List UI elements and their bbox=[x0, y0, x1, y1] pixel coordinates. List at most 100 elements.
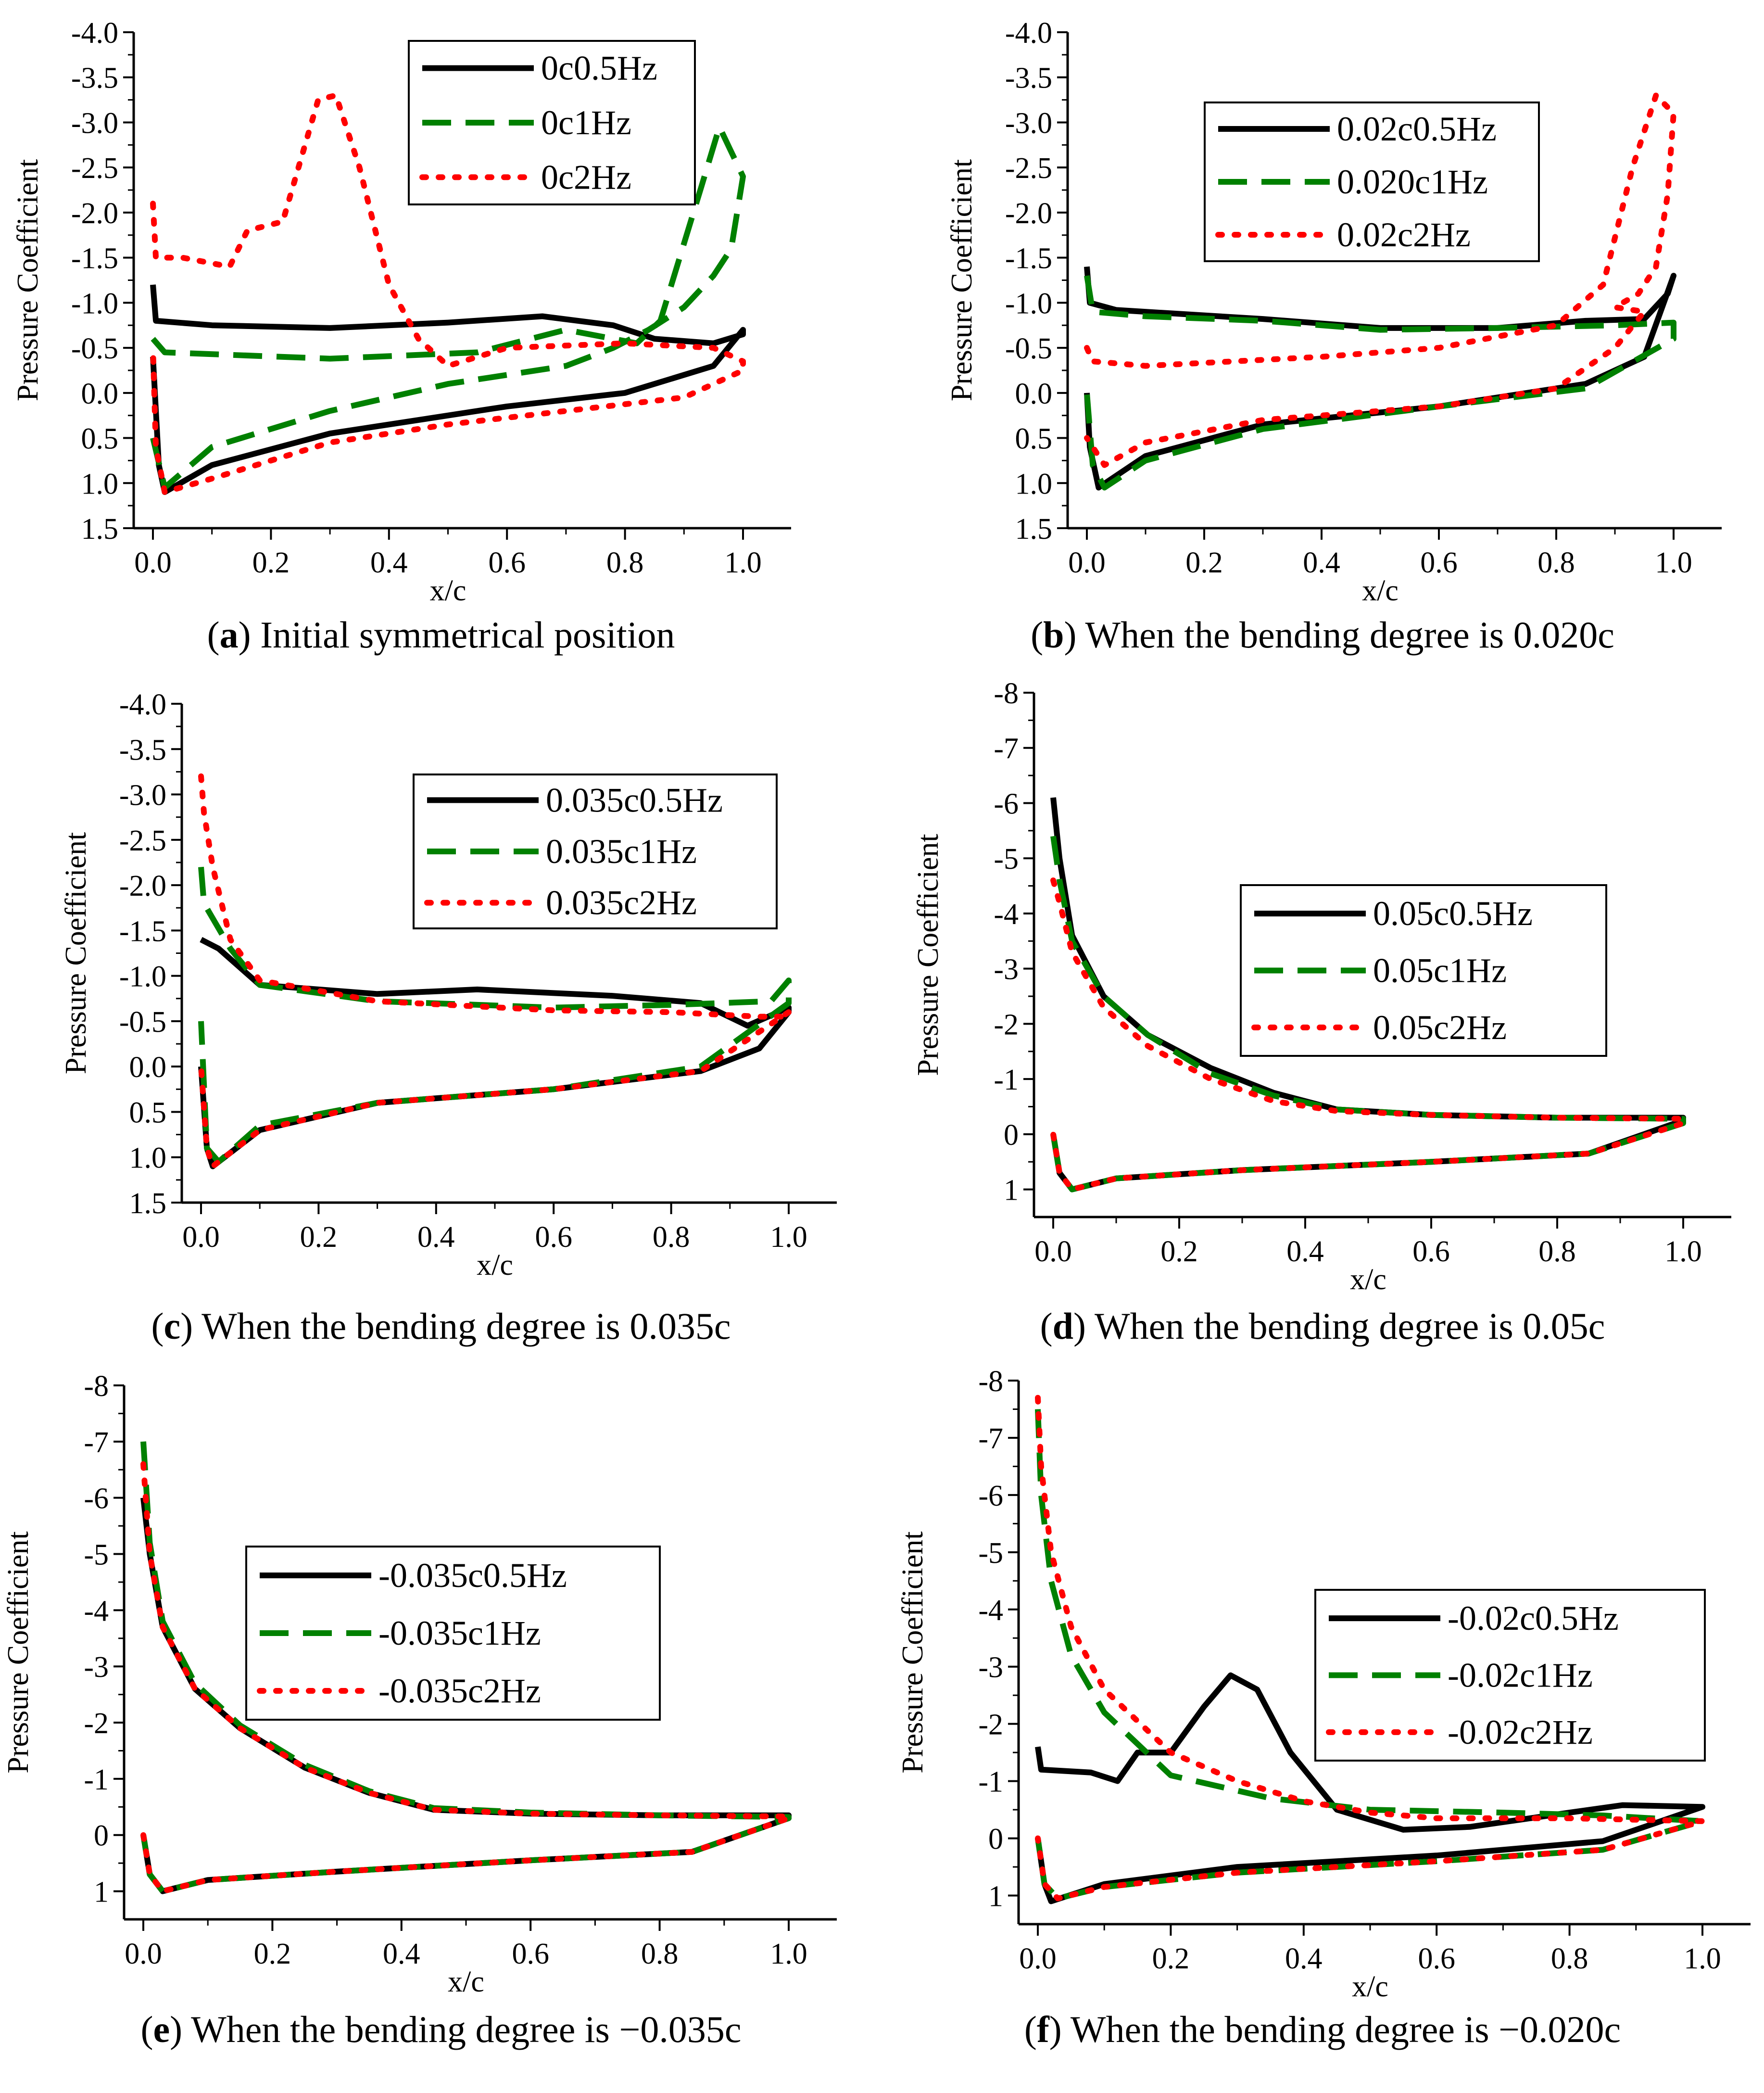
legend-label: 0c2Hz bbox=[541, 158, 631, 196]
legend: 0c0.5Hz 0c1Hz 0c2Hz bbox=[408, 40, 696, 205]
x-tick-label: 1.0 bbox=[770, 1221, 807, 1254]
y-tick-label: 1.0 bbox=[1015, 468, 1053, 500]
x-tick-label: 0.4 bbox=[417, 1221, 455, 1254]
y-tick-label: 0 bbox=[988, 1823, 1003, 1856]
y-tick-label: 1.0 bbox=[81, 468, 119, 500]
y-tick-label: -1.5 bbox=[71, 242, 118, 275]
y-tick-label: -4.0 bbox=[1005, 17, 1052, 50]
y-tick-label: -3.0 bbox=[119, 779, 166, 812]
y-tick-label: -3 bbox=[84, 1651, 109, 1684]
y-tick-label: -0.5 bbox=[1005, 332, 1052, 365]
legend-label: 0.035c2Hz bbox=[546, 884, 697, 922]
y-tick-label: -8 bbox=[84, 1370, 109, 1403]
legend-label: 0.02c0.5Hz bbox=[1337, 110, 1497, 148]
x-tick-label: 0.2 bbox=[252, 546, 290, 579]
x-axis-label: x/c bbox=[477, 1249, 513, 1281]
y-tick-label: -3.5 bbox=[71, 62, 118, 95]
x-tick-label: 1.0 bbox=[1655, 546, 1692, 579]
series-line-0.035c1Hz bbox=[198, 866, 792, 1165]
legend: -0.035c0.5Hz -0.035c1Hz -0.035c2Hz bbox=[245, 1546, 661, 1721]
y-tick-label: -5 bbox=[978, 1537, 1003, 1570]
x-tick-label: 0.6 bbox=[512, 1938, 549, 1970]
x-tick-label: 0.8 bbox=[1551, 1942, 1588, 1975]
y-tick-label: 0.0 bbox=[129, 1051, 167, 1084]
y-tick-label: -2.5 bbox=[71, 152, 118, 185]
y-axis-label: Pressure Coefficient bbox=[60, 832, 92, 1074]
panel-b: -4.0 -3.5 -3.0 -2.5 -2.0 -1.5 -1.0 -0.5 0.0 0.5 1.… bbox=[945, 17, 1722, 656]
series-line-0c1Hz bbox=[150, 124, 746, 491]
y-tick-label: 1.5 bbox=[129, 1187, 167, 1220]
series-line-0.05c2Hz bbox=[1050, 877, 1686, 1192]
y-tick-label: -7 bbox=[978, 1422, 1003, 1455]
y-tick-label: 1 bbox=[1004, 1174, 1019, 1207]
caption-letter: e bbox=[153, 2008, 170, 2050]
caption-text: When the bending degree is −0.020c bbox=[1062, 2008, 1621, 2050]
y-axis-label: Pressure Coefficient bbox=[12, 159, 44, 401]
y-tick-label: -4.0 bbox=[119, 688, 166, 721]
y-tick-label: 0.5 bbox=[129, 1096, 167, 1129]
x-tick-label: 0.2 bbox=[1152, 1942, 1190, 1975]
legend-label: 0.02c2Hz bbox=[1337, 216, 1471, 254]
legend-label: 0c1Hz bbox=[541, 103, 631, 142]
legend-label: 0.020c1Hz bbox=[1337, 163, 1488, 201]
y-tick-label: -1.0 bbox=[71, 287, 118, 320]
panel-caption: (d) When the bending degree is 0.05c bbox=[1040, 1305, 1605, 1347]
panel-caption: (e) When the bending degree is −0.035c bbox=[141, 2008, 742, 2050]
x-tick-label: 0.2 bbox=[1160, 1235, 1198, 1268]
series-line--0.02c1Hz bbox=[1035, 1409, 1705, 1902]
x-axis-label: x/c bbox=[1352, 1970, 1388, 2003]
y-tick-label: -0.5 bbox=[71, 332, 118, 365]
x-tick-label: 0.6 bbox=[1420, 546, 1458, 579]
x-tick-label: 0.6 bbox=[535, 1221, 572, 1254]
y-tick-label: -4 bbox=[84, 1595, 109, 1627]
x-tick-label: 0.8 bbox=[1538, 1235, 1576, 1268]
x-tick-label: 0.0 bbox=[1034, 1235, 1072, 1268]
panel-caption: (c) When the bending degree is 0.035c bbox=[151, 1305, 731, 1347]
x-tick-label: 0.0 bbox=[1019, 1942, 1057, 1975]
x-tick-label: 0.6 bbox=[1412, 1235, 1450, 1268]
y-tick-label: -5 bbox=[84, 1539, 109, 1572]
y-tick-label: 0.0 bbox=[1015, 378, 1053, 410]
y-axis-label: Pressure Coefficient bbox=[912, 834, 945, 1076]
legend-label: -0.02c1Hz bbox=[1448, 1656, 1593, 1695]
y-tick-label: -2.5 bbox=[119, 825, 166, 857]
legend-label: 0.035c1Hz bbox=[546, 832, 697, 871]
series-line-0c0.5Hz bbox=[150, 284, 746, 495]
y-tick-label: -3.0 bbox=[71, 107, 118, 140]
y-tick-label: -6 bbox=[994, 787, 1019, 820]
y-tick-label: -2.5 bbox=[1005, 152, 1052, 185]
caption-text: When the bending degree is 0.05c bbox=[1086, 1305, 1605, 1347]
legend-label: -0.035c1Hz bbox=[378, 1614, 541, 1652]
y-axis-label: Pressure Coefficient bbox=[945, 159, 978, 401]
x-tick-label: 0.8 bbox=[641, 1938, 679, 1970]
y-axis-label: Pressure Coefficient bbox=[896, 1531, 929, 1773]
y-tick-label: -7 bbox=[994, 733, 1019, 765]
y-tick-label: -4 bbox=[978, 1594, 1003, 1627]
x-tick-label: 0.0 bbox=[125, 1938, 162, 1970]
x-axis-label: x/c bbox=[430, 574, 466, 607]
x-tick-label: 0.2 bbox=[1185, 546, 1223, 579]
x-tick-label: 0.8 bbox=[606, 546, 644, 579]
y-tick-label: -2.0 bbox=[119, 870, 166, 902]
y-tick-label: -2.0 bbox=[1005, 197, 1052, 230]
y-tick-label: -1.0 bbox=[1005, 287, 1052, 320]
caption-text: When the bending degree is 0.020c bbox=[1076, 614, 1614, 656]
legend: 0.035c0.5Hz 0.035c1Hz 0.035c2Hz bbox=[413, 774, 778, 929]
y-tick-label: -1.5 bbox=[1005, 242, 1052, 275]
y-tick-label: -0.5 bbox=[119, 1006, 166, 1039]
x-tick-label: 0.4 bbox=[370, 546, 408, 579]
y-tick-label: -2.0 bbox=[71, 197, 118, 230]
y-tick-label: -1 bbox=[84, 1763, 109, 1796]
panel-caption: (f) When the bending degree is −0.020c bbox=[1024, 2008, 1621, 2050]
y-tick-label: -2 bbox=[994, 1008, 1019, 1041]
legend-label: -0.035c2Hz bbox=[378, 1672, 541, 1710]
caption-letter: d bbox=[1053, 1305, 1073, 1347]
x-tick-label: 0.2 bbox=[300, 1221, 338, 1254]
series-line--0.02c0.5Hz bbox=[1035, 1672, 1705, 1904]
x-tick-label: 0.6 bbox=[1418, 1942, 1455, 1975]
series-line-0c2Hz bbox=[150, 92, 746, 495]
y-tick-label: -4 bbox=[994, 898, 1019, 931]
caption-letter: a bbox=[220, 614, 239, 656]
x-tick-label: 0.4 bbox=[1286, 1235, 1324, 1268]
